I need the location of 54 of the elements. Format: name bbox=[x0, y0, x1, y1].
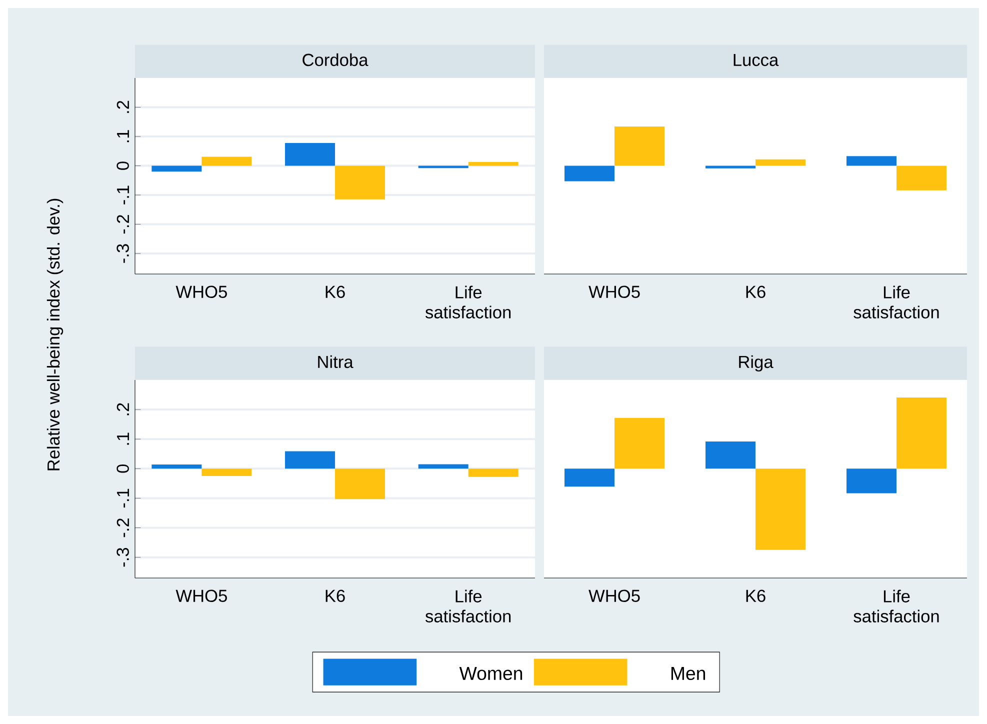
bar bbox=[846, 468, 897, 494]
bar bbox=[335, 468, 386, 500]
y-tick-label: .1 bbox=[117, 130, 129, 142]
legend-label: Men bbox=[671, 667, 706, 680]
bar bbox=[756, 159, 806, 166]
x-tick-label: K6 bbox=[326, 286, 345, 298]
y-tick-label: -.1 bbox=[117, 488, 129, 508]
bar bbox=[896, 397, 947, 469]
y-tick-label: .2 bbox=[116, 100, 129, 113]
x-tick-label: WHO5 bbox=[176, 590, 227, 602]
y-tick-label: -.1 bbox=[117, 186, 129, 204]
chart-title: Riga bbox=[739, 355, 774, 372]
bar bbox=[706, 441, 756, 469]
bar bbox=[285, 451, 336, 469]
bar bbox=[202, 156, 252, 166]
bar bbox=[468, 468, 518, 477]
bar bbox=[614, 126, 665, 166]
bar bbox=[564, 468, 615, 487]
bar bbox=[285, 142, 336, 166]
y-tick-label: 0 bbox=[116, 162, 129, 170]
bar bbox=[468, 162, 518, 166]
legend-label: Women bbox=[459, 667, 522, 680]
bar bbox=[202, 468, 252, 476]
bar bbox=[706, 166, 756, 168]
x-tick-label: Life satisfaction bbox=[854, 286, 939, 318]
x-tick-label: K6 bbox=[326, 590, 345, 602]
x-tick-label: K6 bbox=[746, 590, 766, 602]
bar bbox=[846, 156, 897, 166]
x-tick-label: Life satisfaction bbox=[425, 590, 511, 622]
bar bbox=[756, 468, 806, 550]
x-tick-label: K6 bbox=[746, 286, 766, 298]
x-tick-label: WHO5 bbox=[176, 286, 227, 298]
chart-title: Nitra bbox=[318, 355, 354, 368]
x-tick-label: WHO5 bbox=[588, 286, 640, 298]
bar bbox=[335, 166, 386, 200]
y-tick-label: -.2 bbox=[116, 215, 129, 234]
x-tick-label: WHO5 bbox=[588, 590, 640, 602]
bar bbox=[152, 464, 202, 469]
y-tick-label: .1 bbox=[117, 432, 129, 445]
bar bbox=[614, 418, 665, 469]
bar bbox=[418, 464, 468, 469]
bar bbox=[564, 166, 615, 182]
y-tick-label: -.3 bbox=[116, 244, 129, 263]
chart-title: Lucca bbox=[734, 54, 779, 66]
y-tick-label: -.3 bbox=[116, 548, 129, 567]
x-tick-label: Life satisfaction bbox=[425, 286, 511, 318]
y-axis-title: Relative well-being index (std. dev.) bbox=[46, 198, 64, 470]
bar bbox=[152, 166, 202, 172]
y-tick-label: .2 bbox=[116, 403, 129, 416]
chart-title: Cordoba bbox=[302, 53, 368, 66]
bar bbox=[896, 166, 947, 190]
y-tick-label: 0 bbox=[116, 464, 129, 473]
y-tick-label: -.2 bbox=[116, 518, 129, 538]
x-tick-label: Life satisfaction bbox=[854, 590, 939, 622]
